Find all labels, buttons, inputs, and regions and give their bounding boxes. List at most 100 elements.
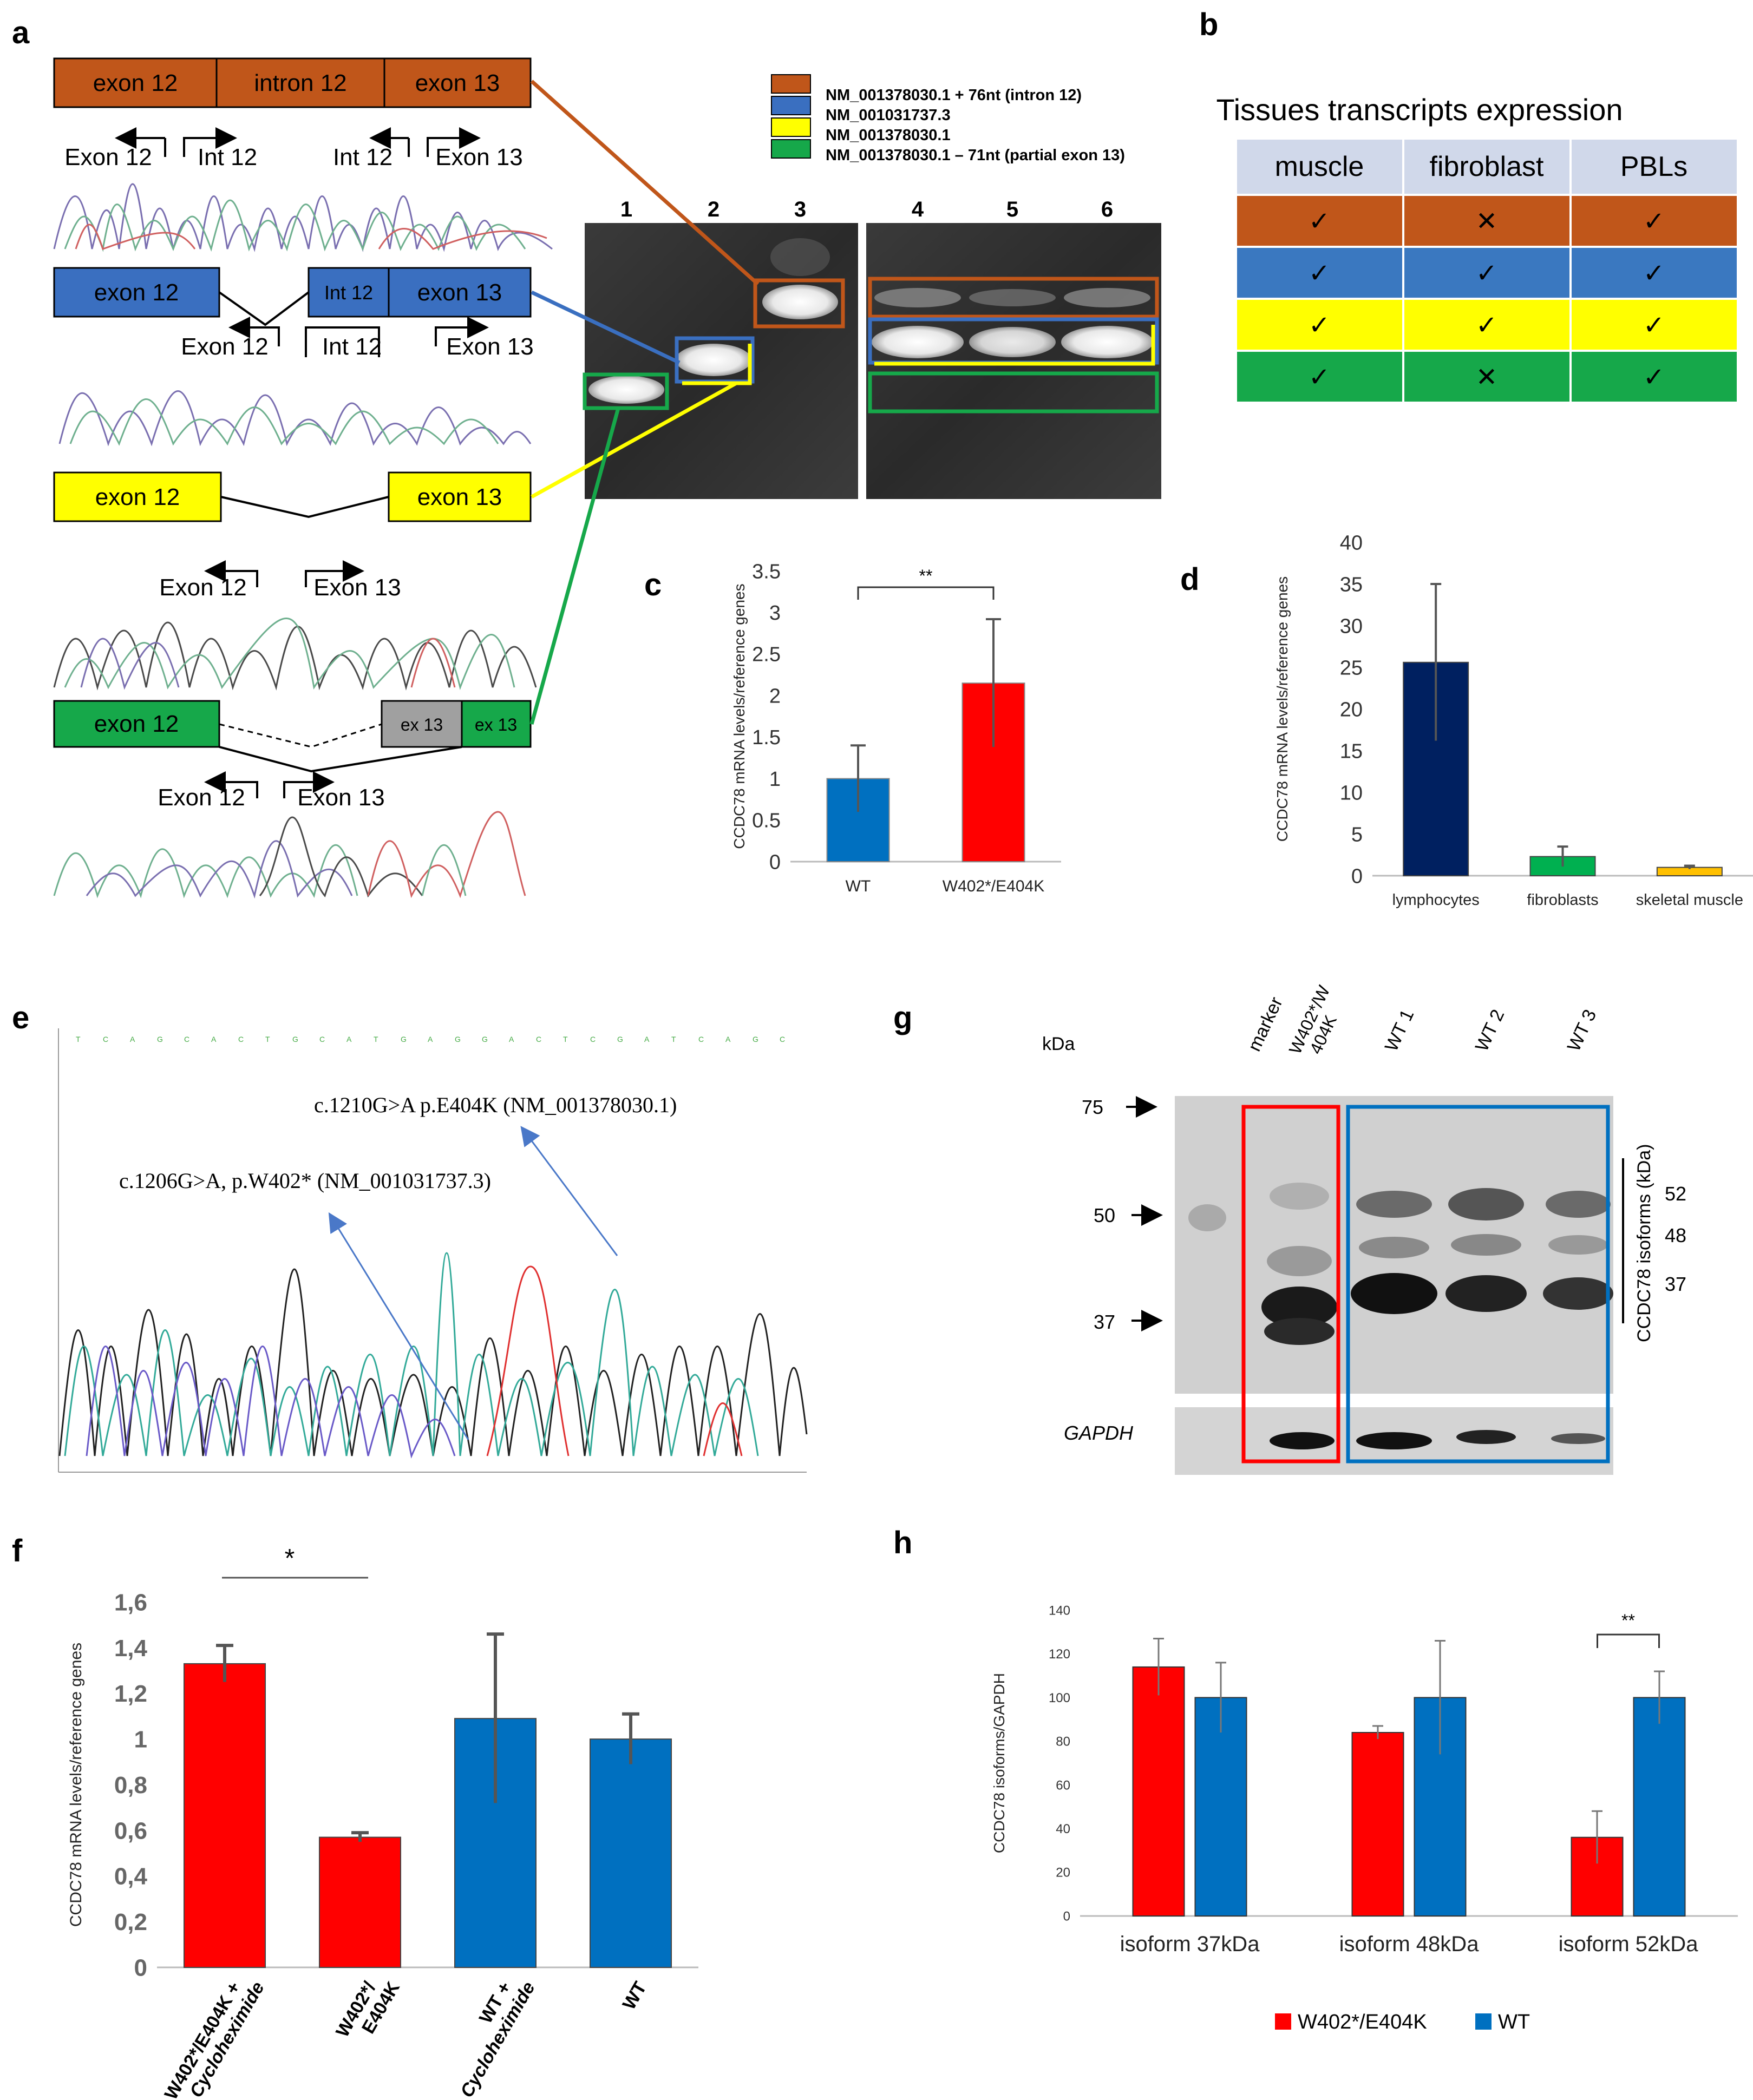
svg-text:T: T [563,1035,568,1044]
y-tick-label: 2.5 [752,644,781,666]
isoform-37: 37 [1665,1273,1686,1295]
y-axis-label: CCDC78 mRNA levels/reference genes [731,583,748,849]
y-tick-label: 0 [769,851,781,874]
primer-label: Exon 12 [181,333,268,360]
svg-text:A: A [509,1035,514,1044]
marker-50: 50 [1094,1204,1115,1226]
panel-a-row-2: exon 12 Int 12 exon 13 Exon 12 Int 12 Ex… [53,267,534,447]
band [969,327,1056,357]
primer-label: Exon 12 [64,144,152,170]
int12-segment [308,267,390,318]
table-header: fibroblast [1430,151,1545,182]
panel-letter-g: g [893,1000,912,1035]
y-tick-label: 1,6 [114,1589,147,1616]
y-tick-label: 25 [1340,657,1363,679]
annotation-w402: c.1206G>A, p.W402* (NM_001031737.3) [119,1169,491,1193]
y-tick-label: 0 [1351,865,1363,888]
svg-text:A: A [346,1035,352,1044]
partial-exon13-segment [381,700,463,748]
segment-label: exon 12 [94,711,179,737]
primer-label: Exon 12 [159,574,246,601]
svg-text:C: C [184,1035,189,1044]
x-tick-label: WT [846,877,871,895]
svg-text:C: C [238,1035,244,1044]
legend-entry: NM_001031737.3 [826,107,951,124]
table-cell: ✓ [1643,259,1665,288]
lane-label: 2 [708,198,719,221]
y-tick-label: 30 [1340,615,1363,638]
table-cell: ✓ [1309,259,1330,288]
lane-label: WT 2 [1471,1006,1509,1054]
legend-swatch [1275,2013,1291,2030]
y-tick-label: 35 [1340,573,1363,596]
panel-a-row-1: exon 12 intron 12 exon 13 Exon 12 Int 12… [53,57,553,252]
segment-label: exon 12 [95,484,180,510]
panel-a-row-3: exon 12 exon 13 Exon 12 Exon 13 [53,471,537,691]
bar [184,1663,266,1968]
svg-text:T: T [374,1035,378,1044]
svg-text:C: C [319,1035,325,1044]
band [588,376,664,404]
panel-letter-d: d [1180,562,1199,597]
primer-label: Int 12 [333,144,393,170]
segment-label: exon 12 [94,279,179,306]
significance-bracket [857,586,995,600]
band [762,285,838,319]
panel-letter-f: f [12,1533,23,1569]
expression-table: Tissues transcripts expression muscle fi… [1216,93,1737,402]
annotation-e404k: c.1210G>A p.E404K (NM_001378030.1) [314,1093,677,1117]
exon13-segment [461,700,532,748]
y-tick-label: 0 [1063,1909,1070,1924]
chart-f: 0 0,2 0,4 0,6 0,8 1 1,2 1,4 1,6 CCDC78 mRNA level… [67,1544,698,2100]
y-tick-label: 40 [1056,1822,1070,1836]
segment-label: exon 12 [93,70,178,96]
bar [1633,1697,1686,1917]
y-tick-label: 80 [1056,1735,1070,1749]
primer-label: Int 12 [198,144,257,170]
svg-text:G: G [753,1035,758,1044]
panel-letter-b: b [1199,7,1218,42]
significance-label: ** [919,566,933,586]
y-tick-label: 0,2 [114,1909,147,1935]
bar [1351,1732,1404,1917]
y-tick-label: 3 [769,602,781,625]
y-axis-label: CCDC78 mRNA levels/reference genes [1274,576,1291,842]
y-tick-label: 1,4 [114,1635,148,1662]
y-tick-label: 40 [1340,531,1363,554]
y-tick-label: 2 [769,685,781,707]
segment-label: exon 13 [417,279,502,306]
y-tick-label: 100 [1049,1691,1070,1705]
exon12-segment [53,471,222,522]
table-cell: ✓ [1309,311,1330,340]
y-tick-label: 20 [1056,1866,1070,1880]
marker-37: 37 [1094,1311,1115,1333]
significance-label: * [285,1544,295,1573]
table-cell: ✕ [1476,207,1497,236]
primer-label: Exon 13 [297,784,384,811]
svg-text:A: A [211,1035,217,1044]
table-cell: ✓ [1476,311,1497,340]
panel-letter-h: h [893,1525,912,1560]
lane-label: 1 [620,198,632,221]
exon13-segment [388,267,532,318]
table-header: PBLs [1620,151,1687,182]
primer-label: Exon 13 [446,333,533,360]
x-tick-label: isoform 37kDa [1120,1932,1260,1956]
legend-entry: NM_001378030.1 – 71nt (partial exon 13) [826,147,1125,164]
svg-text:G: G [292,1035,298,1044]
svg-text:T: T [76,1035,81,1044]
y-tick-label: 5 [1351,823,1363,846]
bar [1132,1666,1185,1917]
bar [590,1738,672,1968]
svg-text:C: C [103,1035,108,1044]
svg-text:G: G [482,1035,488,1044]
y-tick-label: 140 [1049,1603,1070,1618]
svg-text:A: A [428,1035,433,1044]
gel-legend: NM_001378030.1 + 76nt (intron 12) NM_001… [771,74,1125,164]
y-tick-label: 0 [134,1954,147,1981]
chromatogram-e: T C A G C A C T G C A T G A G G A C T C G A T C A G C c.1210G>A p.… [58,1028,808,1473]
y-tick-label: 60 [1056,1778,1070,1793]
x-tick-label: skeletal muscle [1636,891,1743,909]
western-blot: kDa marker W402*/W 404K WT 1 WT 2 WT 3 7… [1042,982,1686,1475]
